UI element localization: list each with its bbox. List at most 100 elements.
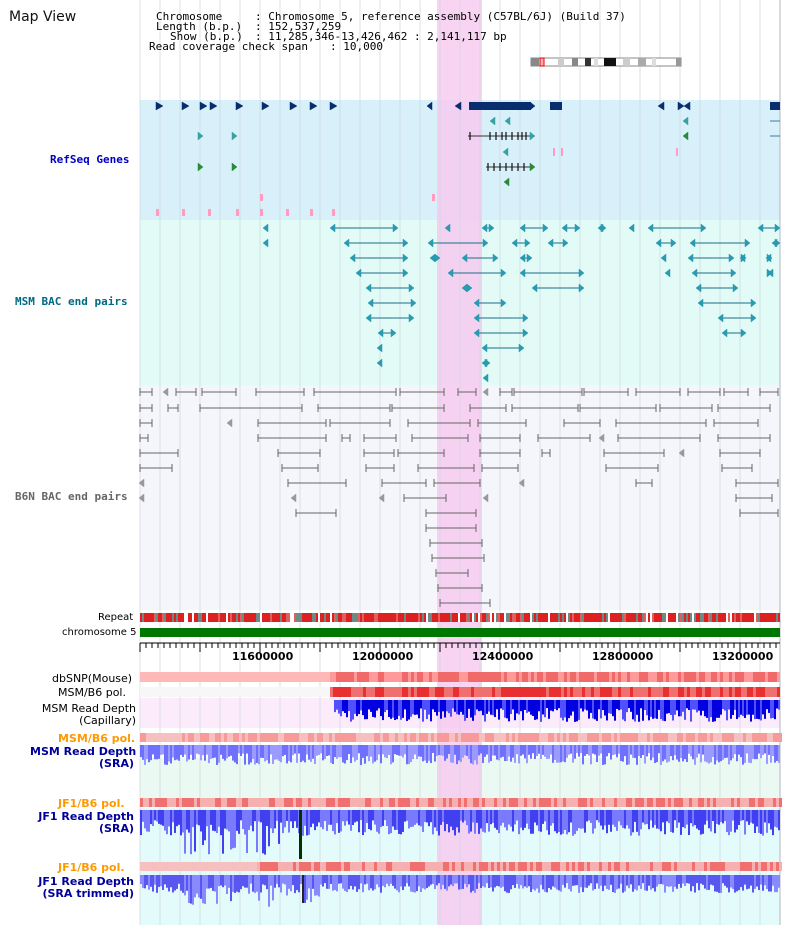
feature-arrow [309,101,318,111]
depth-bar [764,810,766,823]
dbsnp-mark [483,672,486,682]
pol-mark [518,862,521,871]
repeat-mark [606,613,608,622]
pol-mark [572,733,575,742]
depth-bar [430,745,432,764]
depth-bar [718,875,720,893]
pol-mark [692,862,695,871]
depth-bar [600,745,602,754]
depth-bar [220,745,222,755]
depth-bar [160,745,162,755]
repeat-mark [376,613,378,622]
depth-bar [392,700,394,718]
pol-mark [482,798,485,807]
depth-bar [358,810,360,833]
pol-mark [431,798,434,807]
depth-bar [372,810,374,821]
repeat-mark [404,613,406,622]
depth-bar [422,875,424,889]
depth-bar [530,700,532,715]
chromosome-ideogram[interactable] [530,52,682,67]
depth-bar [694,745,696,765]
repeat-mark [354,613,356,622]
depth-bar [294,810,296,822]
depth-bar [638,810,640,836]
depth-bar [254,745,256,765]
depth-bar [438,700,440,712]
depth-bar [210,810,212,825]
depth-bar [246,875,248,888]
pol-mark [344,733,347,742]
pol-mark [248,733,251,742]
feature-arrow [289,101,298,111]
depth-bar [712,700,714,722]
pol-mark [708,687,711,697]
pol-mark [680,862,683,871]
depth-bar [332,745,334,765]
depth-bar [638,875,640,886]
pol-mark [326,798,329,807]
pol-mark [743,862,746,871]
repeat-mark [422,613,424,622]
msm-bac-end-pairs-label[interactable]: MSM BAC end pairs [15,295,128,308]
pol-mark [777,687,780,697]
pol-mark [671,862,674,871]
depth-bar [200,875,202,899]
pol-mark [164,862,167,871]
pol-mark [546,687,549,697]
depth-bar [476,745,478,765]
depth-bar [190,875,192,904]
repeat-mark [450,613,452,622]
depth-bar [552,810,554,824]
repeat-mark [770,613,772,622]
depth-bar [760,745,762,759]
depth-bar [384,875,386,888]
pol-mark [338,862,341,871]
depth-bar [560,875,562,892]
repeat-mark [292,613,294,622]
repeat-mark [360,613,362,622]
repeat-mark [470,613,472,622]
depth-bar [616,875,618,890]
pol-mark [512,798,515,807]
depth-bar [434,745,436,762]
depth-bar [640,875,642,889]
depth-bar [656,745,658,763]
pol-mark [350,798,353,807]
pol-mark [227,733,230,742]
repeat-mark [540,613,542,622]
b6n-bac-end-pairs-label[interactable]: B6N BAC end pairs [15,490,128,503]
pol-mark [773,733,776,742]
snp-mark [310,209,313,216]
pol-mark [641,798,644,807]
pol-mark [647,862,650,871]
depth-bar [620,875,622,884]
pol-mark [224,798,227,807]
depth-bar [624,810,626,829]
axis-tick-label: 11600000 [232,650,294,663]
pol-mark [521,862,524,871]
depth-bar [410,875,412,892]
depth-bar [436,745,438,757]
pol-mark [230,798,233,807]
pol-mark [179,798,182,807]
repeat-mark [574,613,576,622]
depth-bar [752,700,754,715]
depth-bar [272,745,274,764]
pol-mark [395,798,398,807]
depth-bar [666,875,668,887]
dbsnp-mark [423,672,426,682]
pol-mark [609,687,612,697]
depth-bar [742,745,744,765]
depth-bar [724,810,726,822]
repeat-mark [756,613,758,622]
pol-mark [764,733,767,742]
depth-bar [458,700,460,715]
repeat-mark [200,613,202,622]
dbsnp-mark [351,672,354,682]
refseq-genes-label[interactable]: RefSeq Genes [50,153,130,166]
pol-mark [540,687,543,697]
depth-bar [768,875,770,892]
pol-mark [518,733,521,742]
